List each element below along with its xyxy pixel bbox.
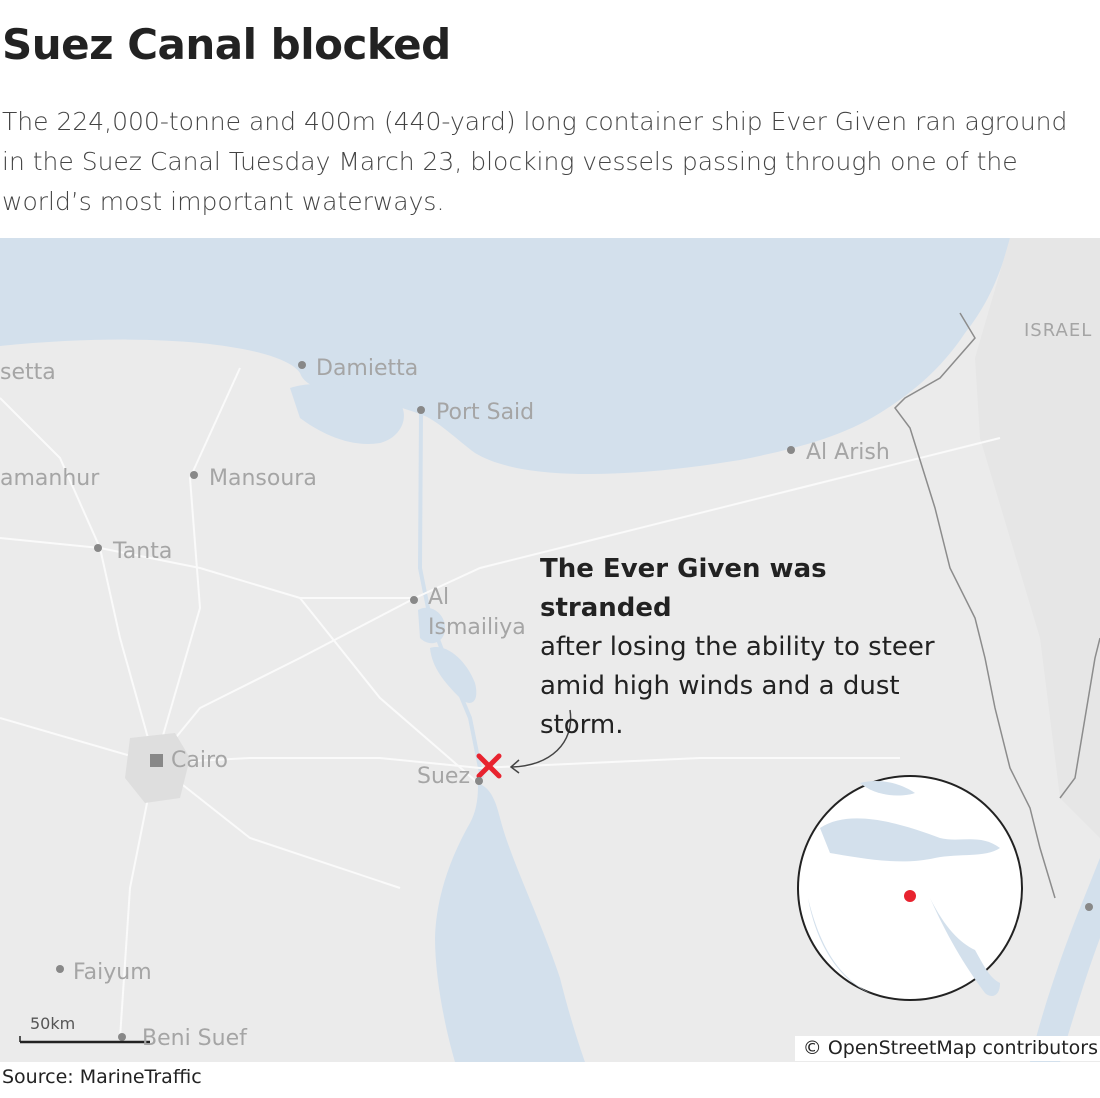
urban — [125, 733, 190, 803]
city-dot — [1085, 903, 1093, 911]
sea — [0, 238, 1010, 474]
road — [154, 437, 1001, 764]
subtitle: The 224,000-tonne and 400m (440-yard) lo… — [2, 107, 1068, 216]
place-label: amanhur — [0, 466, 100, 491]
place-label: Damietta — [316, 356, 419, 381]
city-dot — [417, 406, 425, 414]
road — [154, 757, 900, 770]
annotation-body: after losing the ability to steer amid h… — [540, 632, 935, 740]
place-label: Beni Suef — [142, 1026, 247, 1051]
place-label: Al Arish — [806, 440, 890, 465]
place-label: Tanta — [113, 539, 173, 564]
lake — [430, 647, 477, 703]
scale-label: 50km — [30, 1014, 76, 1033]
place-label: setta — [0, 360, 56, 385]
title: Suez Canal blocked — [2, 20, 451, 69]
road — [0, 717, 401, 889]
road — [299, 597, 479, 784]
globe-location — [904, 890, 916, 902]
lagoon — [290, 383, 404, 444]
map: setta Damietta Port Said Al Arish amanhur Man… — [0, 238, 1100, 1062]
annotation: The Ever Given was stranded after losing… — [540, 550, 955, 745]
globe-sea — [820, 818, 1000, 862]
road — [0, 397, 156, 764]
place-label: Mansoura — [209, 466, 317, 491]
city-dot — [118, 1033, 126, 1041]
gulf — [1030, 858, 1100, 1062]
ship-marker — [476, 753, 502, 779]
annotation-arrow — [511, 709, 572, 768]
globe-sea — [930, 898, 1000, 996]
land — [975, 238, 1100, 838]
globe — [797, 775, 1023, 1001]
city-dot — [787, 446, 795, 454]
arrow-head — [509, 759, 520, 774]
road — [119, 762, 156, 1039]
capital-marker — [150, 754, 163, 767]
city-dots — [56, 361, 1093, 1041]
border — [894, 312, 1056, 899]
globe-sea — [860, 781, 915, 796]
place-label: Al Ismailiya — [428, 585, 526, 640]
attribution: © OpenStreetMap contributors — [794, 1036, 1100, 1061]
place-label: Port Said — [436, 400, 535, 425]
place-label: ISRAEL — [1024, 320, 1093, 341]
road — [154, 367, 241, 764]
city-dot — [56, 965, 64, 973]
annotation-heading: The Ever Given was stranded — [540, 554, 827, 623]
city-dot — [298, 361, 306, 369]
city-dot — [94, 544, 102, 552]
border — [1059, 637, 1100, 799]
place-label: Suez — [417, 764, 470, 789]
map-base — [0, 238, 1100, 1062]
place-label: Cairo — [171, 748, 228, 773]
source: Source: MarineTraffic — [2, 1066, 202, 1088]
lake — [418, 607, 445, 644]
city-dot — [475, 777, 483, 785]
place-label: Faiyum — [73, 960, 152, 985]
city-dot — [190, 471, 198, 479]
city-dot — [410, 596, 418, 604]
gulf — [435, 783, 585, 1062]
locator-globe — [797, 775, 1023, 1001]
road — [0, 537, 415, 599]
